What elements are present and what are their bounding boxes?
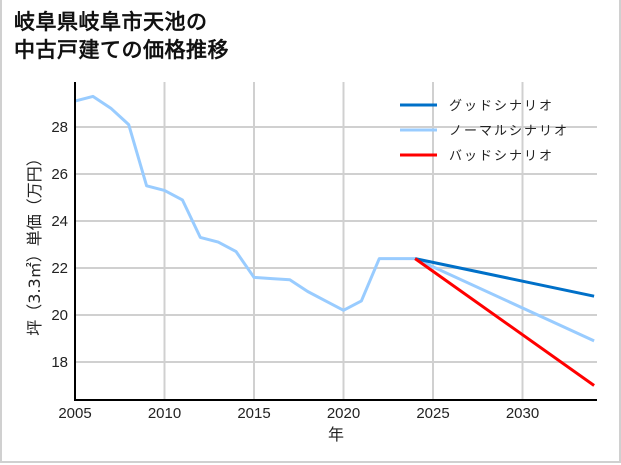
x-tick-label: 2015: [237, 405, 270, 422]
data-series: [74, 94, 595, 387]
y-tick-label: 20: [51, 307, 68, 324]
x-tick-label: 2030: [506, 405, 539, 422]
y-axis-label: 坪（3.3㎡）単価（万円）: [25, 150, 44, 335]
chart-title-line1: 岐阜県岐阜市天池の: [14, 10, 208, 34]
gridlines: [75, 82, 597, 400]
y-tick-label: 18: [51, 354, 68, 371]
x-tick-label: 2010: [148, 405, 181, 422]
series-line: [414, 257, 595, 387]
x-axis-label: 年: [328, 425, 344, 444]
y-tick-label: 22: [51, 260, 68, 277]
x-tick-labels: 2005 2010 2015 2020 2025 2030: [58, 405, 539, 422]
chart-title: 岐阜県岐阜市天池の 中古戸建ての価格推移: [14, 8, 229, 64]
series-line: [414, 257, 595, 343]
y-tick-labels: 18 20 22 24 26 28: [51, 119, 68, 371]
legend-label: バッドシナリオ: [449, 149, 554, 164]
y-tick-label: 26: [51, 166, 68, 183]
chart-title-line2: 中古戸建ての価格推移: [14, 38, 229, 62]
x-tick-label: 2005: [58, 405, 91, 422]
legend-label: ノーマルシナリオ: [449, 124, 569, 139]
x-tick-label: 2020: [327, 405, 360, 422]
y-tick-label: 28: [51, 119, 68, 136]
series-line: [74, 94, 416, 312]
x-tick-label: 2025: [416, 405, 449, 422]
y-tick-label: 24: [51, 213, 68, 230]
legend-label: グッドシナリオ: [449, 99, 554, 114]
series-line: [414, 257, 595, 298]
